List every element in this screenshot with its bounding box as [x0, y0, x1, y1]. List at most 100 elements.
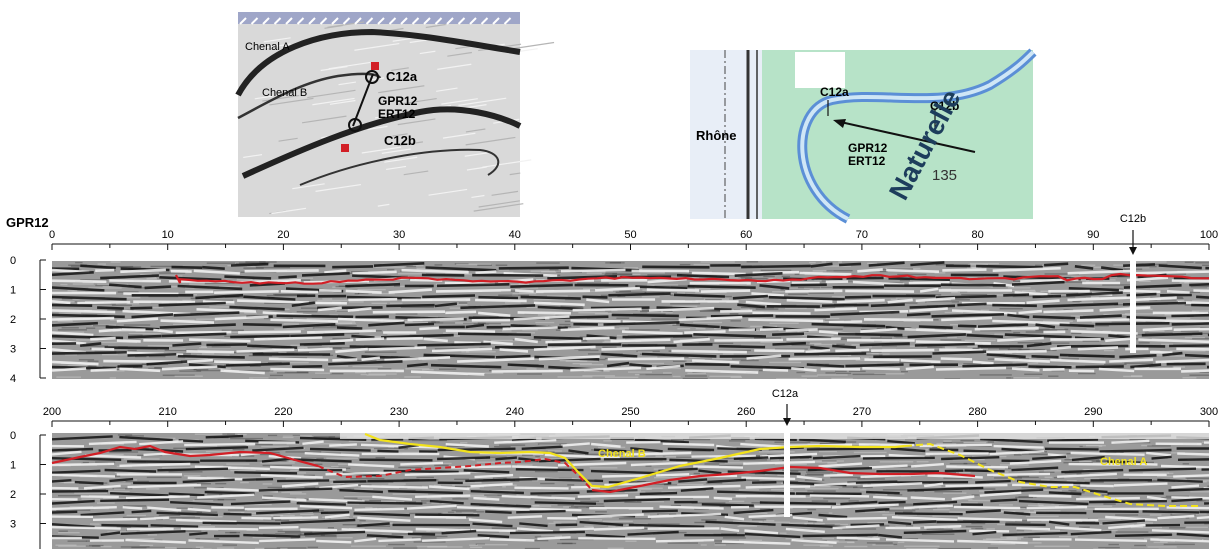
noise-streak [1207, 286, 1209, 289]
noise-streak [1124, 266, 1150, 269]
noise-streak [1006, 537, 1018, 539]
relief-hatch [392, 133, 408, 137]
noise-streak [997, 523, 1013, 526]
noise-streak [97, 263, 106, 265]
noise-streak [342, 524, 360, 526]
noise-streak [1078, 526, 1090, 528]
noise-streak [1084, 508, 1099, 510]
noise-streak [1055, 296, 1091, 298]
relief-edge-tooth [331, 17, 339, 25]
noise-streak [185, 357, 208, 359]
depth-tick-label: 2 [10, 489, 16, 501]
noise-streak [896, 345, 922, 347]
noise-streak [812, 460, 844, 462]
noise-streak [654, 285, 690, 287]
noise-streak [525, 539, 549, 542]
noise-streak [703, 298, 730, 300]
noise-streak [808, 328, 843, 330]
noise-streak [1157, 475, 1175, 478]
noise-streak [313, 511, 329, 514]
noise-streak [1038, 476, 1053, 479]
noise-streak [1071, 332, 1082, 335]
noise-streak [218, 367, 231, 370]
noise-streak [803, 287, 840, 289]
relief-hatch [509, 172, 521, 176]
noise-streak [189, 283, 205, 285]
noise-streak [1103, 349, 1115, 352]
reflector-band [52, 280, 1209, 293]
noise-streak [672, 375, 681, 378]
noise-streak [807, 512, 833, 514]
noise-streak [1034, 545, 1070, 548]
noise-streak [534, 536, 555, 538]
noise-streak [729, 313, 739, 315]
noise-streak [963, 519, 1000, 522]
noise-streak [1195, 262, 1209, 264]
distance-tick-label: 270 [853, 406, 871, 418]
noise-streak [1163, 543, 1195, 546]
noise-streak [1138, 514, 1162, 516]
channel-a-outline [235, 28, 521, 97]
noise-streak [887, 494, 903, 496]
noise-streak [169, 518, 182, 521]
noise-streak [53, 481, 81, 483]
noise-streak [961, 502, 978, 504]
noise-streak [636, 455, 663, 457]
noise-streak [978, 348, 999, 350]
distance-tick-label: 100 [1200, 229, 1218, 241]
noise-streak [371, 302, 388, 305]
noise-streak [110, 261, 121, 263]
noise-streak [628, 371, 652, 373]
noise-streak [767, 454, 781, 456]
noise-streak [645, 455, 656, 457]
noise-streak [128, 332, 161, 335]
profile-endpoint-south [341, 144, 349, 152]
distance-tick-label: 290 [1084, 406, 1102, 418]
noise-streak [1025, 331, 1047, 333]
noise-streak [986, 528, 995, 530]
noise-streak [625, 540, 637, 542]
noise-streak [1064, 472, 1082, 474]
noise-streak [704, 463, 720, 465]
noise-streak [60, 283, 68, 286]
noise-streak [736, 298, 764, 300]
noise-streak [761, 457, 779, 459]
noise-streak [215, 482, 227, 485]
noise-streak [207, 346, 231, 348]
relief-hatch [482, 159, 532, 168]
noise-streak [882, 472, 910, 474]
relief-edge-tooth [434, 17, 443, 25]
relief-hatch [278, 137, 298, 142]
noise-streak [600, 454, 621, 456]
noise-streak [1160, 540, 1175, 543]
noise-streak [782, 469, 817, 471]
noise-streak [779, 532, 787, 534]
noise-streak [746, 261, 759, 263]
noise-streak [441, 512, 478, 515]
noise-streak [1102, 284, 1137, 286]
relief-hatch [269, 97, 314, 106]
distance-tick-label: 220 [274, 406, 292, 418]
noise-streak [396, 501, 417, 503]
noise-streak [1124, 268, 1132, 270]
noise-streak [578, 312, 608, 314]
noise-streak [142, 366, 155, 369]
noise-streak [701, 519, 717, 521]
noise-streak [192, 500, 214, 502]
noise-streak [1144, 479, 1165, 482]
noise-streak [1169, 350, 1206, 352]
noise-streak [201, 345, 212, 348]
noise-streak [262, 483, 273, 485]
noise-streak [806, 461, 837, 463]
noise-streak [1113, 264, 1130, 266]
noise-streak [804, 522, 825, 525]
core-c12a-arrowhead [783, 418, 791, 426]
map-label-ert12: ERT12 [378, 107, 416, 121]
noise-streak [535, 455, 564, 458]
noise-streak [146, 488, 160, 490]
noise-streak [570, 488, 606, 491]
noise-streak [1072, 300, 1082, 303]
noise-streak [584, 525, 616, 528]
noise-streak [999, 308, 1023, 310]
